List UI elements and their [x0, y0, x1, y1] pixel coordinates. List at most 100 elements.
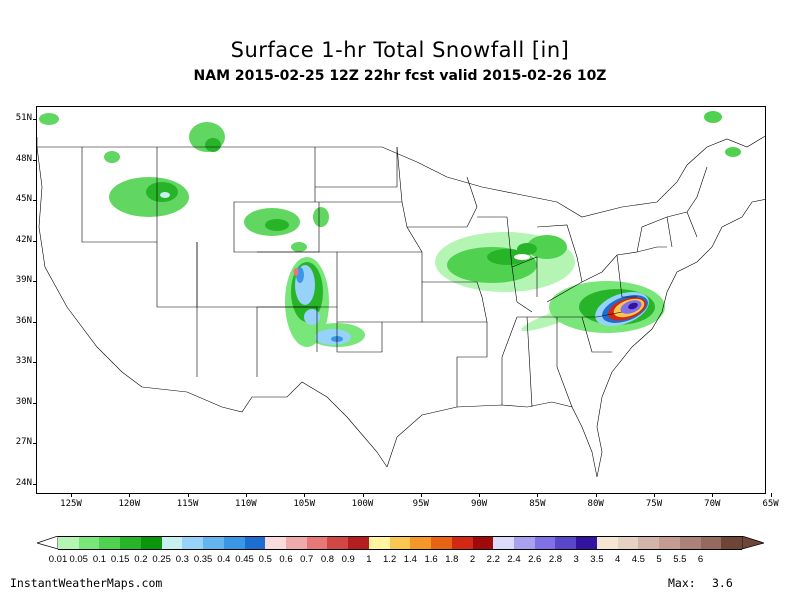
colorbar-swatch — [368, 536, 391, 550]
colorbar-label: 1.4 — [403, 554, 417, 565]
lon-tick — [770, 493, 772, 497]
lat-tick — [33, 402, 37, 404]
colorbar-label: 5 — [656, 554, 662, 565]
colorbar-swatch — [700, 536, 722, 550]
lon-tick — [71, 493, 72, 497]
colorbar-label: 0.2 — [134, 554, 148, 565]
colorbar-label: 1.6 — [424, 554, 438, 565]
lat-label: 36N — [15, 315, 32, 326]
colorbar-swatch — [410, 536, 432, 550]
colorbar-label: 3.5 — [590, 554, 604, 565]
colorbar-label: 0.5 — [258, 554, 272, 565]
colorbar-swatch — [576, 536, 598, 550]
lon-tick — [187, 493, 189, 497]
colorbar-swatch — [203, 536, 225, 550]
colorbar-label: 6 — [697, 554, 704, 565]
colorbar-label: 2.8 — [548, 554, 563, 565]
colorbar-swatch — [679, 536, 702, 550]
lat-label: 27N — [15, 437, 32, 447]
max-value: 3.6 — [712, 576, 733, 590]
site-credit: InstantWeatherMaps.com — [10, 576, 163, 590]
colorbar-label: 0.45 — [235, 554, 254, 565]
colorbar-swatch — [223, 536, 246, 550]
lon-tick — [245, 493, 247, 497]
lon-tick — [362, 493, 364, 497]
lon-label: 105W — [293, 499, 316, 509]
lat-tick — [33, 443, 37, 444]
colorbar-swatch — [306, 536, 328, 550]
lon-label: 80W — [587, 499, 604, 509]
colorbar-swatch — [348, 536, 370, 550]
colorbar-swatch — [286, 536, 308, 550]
lon-label: 125W — [60, 499, 82, 509]
snowfall-map — [36, 106, 766, 494]
lat-label: 48N — [15, 153, 32, 164]
colorbar-swatch — [140, 536, 163, 550]
lon-tick — [537, 493, 539, 497]
colorbar-label: 0.6 — [279, 554, 293, 565]
max-label: Max: — [668, 576, 696, 590]
lon-label: 65W — [762, 499, 779, 509]
lon-label: 100W — [351, 499, 374, 509]
colorbar-label: 0.01 — [48, 554, 68, 565]
colorbar-swatch — [265, 536, 287, 550]
colorbar-label: 2 — [469, 554, 476, 565]
colorbar-label: 0.8 — [320, 554, 335, 565]
colorbar-swatch — [617, 536, 639, 550]
lat-label: 45N — [15, 194, 32, 204]
colorbar-label: 1.2 — [383, 554, 397, 565]
colorbar-label: 0.35 — [193, 554, 213, 565]
lon-tick — [304, 493, 306, 497]
colorbar-label: 0.3 — [175, 554, 189, 565]
colorbar-swatch — [327, 536, 349, 550]
lon-label: 90W — [470, 499, 488, 509]
lon-label: 70W — [704, 499, 721, 509]
lat-label: 42N — [15, 234, 32, 245]
colorbar-label: 1 — [366, 554, 372, 565]
colorbar-swatch — [58, 536, 80, 550]
colorbar-label: 2.6 — [528, 554, 542, 565]
lon-tick — [479, 493, 481, 497]
colorbar-swatch — [99, 536, 121, 550]
colorbar-label: 1.8 — [445, 554, 459, 565]
lat-tick — [33, 159, 37, 161]
lon-label: 110W — [235, 499, 257, 509]
colorbar-label: 0.05 — [69, 554, 88, 565]
lon-label: 120W — [118, 499, 141, 509]
colorbar-label: 0.9 — [341, 554, 355, 565]
lon-tick — [712, 493, 714, 497]
colorbar-label: 0.4 — [217, 554, 231, 565]
colorbar-label: 2.4 — [507, 554, 521, 565]
colorbar-swatch — [161, 536, 183, 550]
lat-tick — [33, 321, 37, 323]
colorbar-swatch — [659, 536, 681, 550]
colorbar-label: 4.5 — [631, 554, 645, 565]
lat-tick — [33, 119, 37, 120]
colorbar-swatch — [120, 536, 142, 550]
lon-label: 115W — [176, 499, 199, 509]
lon-tick — [654, 493, 655, 497]
colorbar-swatch — [721, 536, 743, 550]
colorbar-label: 0.25 — [152, 554, 171, 565]
colorbar-swatch — [638, 536, 660, 550]
colorbar-swatch — [431, 536, 453, 550]
colorbar-label: 2.2 — [486, 554, 500, 565]
map-canvas — [37, 111, 765, 478]
colorbar-label: 4 — [614, 554, 621, 565]
colorbar-swatch — [389, 536, 411, 550]
lat-tick — [33, 281, 37, 282]
lat-label: 30N — [15, 396, 32, 407]
colorbar-label: 3 — [573, 554, 579, 565]
state-borders — [37, 135, 765, 478]
lon-tick — [129, 493, 131, 497]
colorbar-swatch — [596, 536, 619, 550]
colorbar-swatch — [555, 536, 577, 550]
lon-tick — [595, 493, 597, 497]
colorbar-swatch — [244, 536, 266, 550]
lat-tick — [33, 362, 37, 363]
colorbar-swatch — [493, 536, 515, 550]
colorbar-swatch — [514, 536, 536, 550]
colorbar-swatch — [451, 536, 474, 550]
lon-label: 75W — [645, 499, 663, 509]
colorbar-label: 0.7 — [300, 554, 314, 565]
